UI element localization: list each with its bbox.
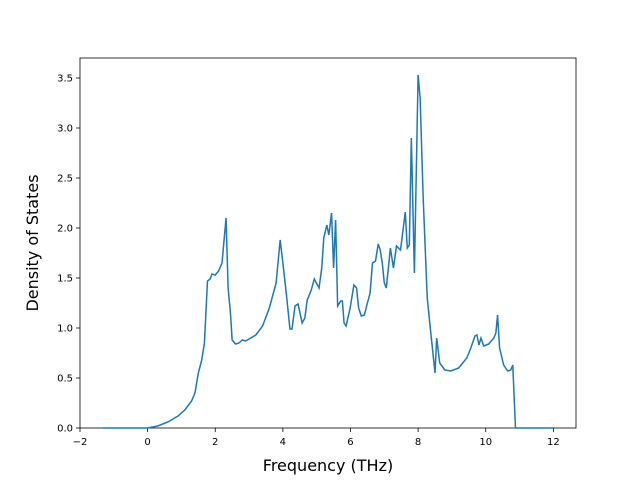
x-tick-label: 12 [547, 437, 560, 448]
y-tick-label: 3.0 [57, 124, 73, 135]
y-tick-label: 1.5 [57, 274, 73, 285]
x-tick-label: 0 [144, 437, 150, 448]
y-tick-label: 2.0 [57, 224, 73, 235]
line-series [102, 74, 554, 429]
plot-frame [79, 57, 577, 429]
y-tick-label: 2.5 [57, 174, 73, 185]
y-tick-label: 0.5 [57, 374, 73, 385]
y-tick-label: 0.0 [57, 424, 73, 435]
y-axis-label: Density of States [23, 174, 42, 311]
x-axis-label: Frequency (THz) [263, 456, 393, 475]
x-tick-label: 10 [479, 437, 492, 448]
x-tick-label: 4 [280, 437, 286, 448]
x-tick-label: 6 [347, 437, 353, 448]
x-tick-label: −2 [73, 437, 88, 448]
x-tick-label: 2 [212, 437, 218, 448]
x-tick-label: 8 [415, 437, 421, 448]
y-tick-label: 1.0 [57, 324, 73, 335]
y-tick-label: 3.5 [57, 74, 73, 85]
